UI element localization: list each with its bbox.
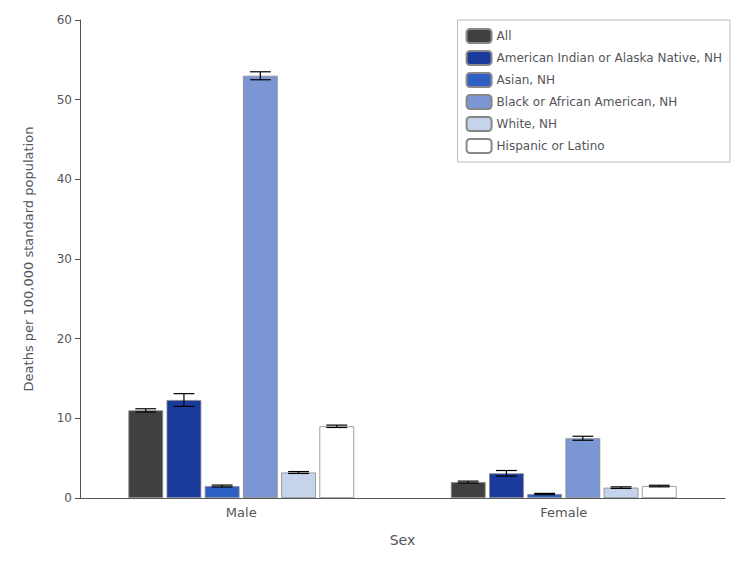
svg-text:20: 20 (57, 332, 72, 346)
svg-text:All: All (497, 29, 512, 43)
svg-text:0: 0 (64, 491, 72, 505)
svg-text:60: 60 (57, 13, 72, 27)
svg-text:Male: Male (226, 505, 257, 520)
svg-text:30: 30 (57, 252, 72, 266)
svg-text:50: 50 (57, 93, 72, 107)
svg-text:Black or African American, NH: Black or African American, NH (497, 95, 678, 109)
svg-text:Sex: Sex (390, 532, 416, 548)
svg-text:White, NH: White, NH (497, 117, 558, 131)
svg-text:Female: Female (540, 505, 587, 520)
svg-text:10: 10 (57, 411, 72, 425)
svg-text:American Indian or Alaska Nati: American Indian or Alaska Native, NH (497, 51, 722, 65)
svg-text:Asian, NH: Asian, NH (497, 73, 555, 87)
svg-text:40: 40 (57, 172, 72, 186)
svg-text:Deaths per 100,000 standard po: Deaths per 100,000 standard population (21, 127, 36, 392)
svg-text:Hispanic or Latino: Hispanic or Latino (497, 139, 605, 153)
